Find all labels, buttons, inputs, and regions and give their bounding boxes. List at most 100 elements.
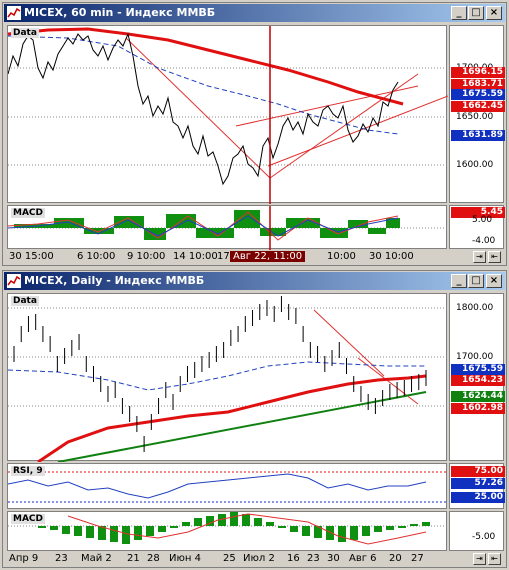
maximize-button[interactable]: □ <box>468 6 484 20</box>
macd-plot <box>8 206 448 250</box>
rsi-tag: 57.26 <box>451 478 505 489</box>
y-label: 1800.00 <box>456 303 494 313</box>
scroll-end-button[interactable]: ⇥ <box>473 553 486 565</box>
x-label: Июл 2 <box>243 553 275 564</box>
title-bar[interactable]: MICEX, 60 min - Индекс ММВБ _ □ × <box>4 4 505 22</box>
price-tag: 1662.45 <box>451 101 505 112</box>
price-panel-label: Data <box>11 28 39 38</box>
price-tag: 1602.98 <box>451 403 505 414</box>
rsi-axis: 75.00 57.26 25.00 <box>449 463 505 509</box>
macd-bar <box>338 526 346 542</box>
price-tag: 1683.71 <box>451 79 505 90</box>
x-label: 10:00 <box>327 251 356 262</box>
chart-window-daily[interactable]: MICEX, Daily - Индекс ММВБ _ □ × <box>2 270 507 568</box>
macd-bar <box>314 526 322 538</box>
maximize-button[interactable]: □ <box>468 274 484 288</box>
time-axis: Апр 9 23 Май 2 21 28 Июн 4 25 Июл 2 16 2… <box>7 553 447 566</box>
macd-bar <box>134 526 142 540</box>
scroll-fit-button[interactable]: ⇤ <box>488 553 501 565</box>
macd-bar <box>182 522 190 526</box>
x-label: Апр 9 <box>9 553 39 564</box>
x-label: 28 <box>147 553 160 564</box>
macd-bar <box>218 514 226 526</box>
x-label: 30 15:00 <box>9 251 54 262</box>
x-label: 23 <box>55 553 68 564</box>
macd-bar <box>386 526 394 530</box>
x-label: 23 <box>307 553 320 564</box>
minimize-button[interactable]: _ <box>451 6 467 20</box>
macd-bar <box>62 526 70 534</box>
macd-panel-label: MACD <box>11 514 45 524</box>
macd-bar <box>110 526 118 542</box>
x-label: 16 <box>287 553 300 564</box>
macd-axis: 5.45 5.00 -4.00 <box>449 205 505 249</box>
macd-bar <box>302 526 310 536</box>
time-axis: 30 15:00 6 10:00 9 10:00 14 10:00 17 10:… <box>7 251 447 264</box>
rsi-tag: 75.00 <box>451 466 505 477</box>
rsi-panel[interactable]: RSI, 9 <box>7 463 448 509</box>
macd-bar <box>98 526 106 540</box>
macd-panel[interactable]: MACD <box>7 205 448 250</box>
y-label: -5.00 <box>472 532 496 542</box>
window-title: MICEX, Daily - Индекс ММВБ <box>24 274 205 287</box>
price-plot <box>8 26 448 204</box>
price-axis: 1800.00 1700.00 1675.59 1654.23 1624.44 … <box>449 293 505 461</box>
macd-bar <box>290 526 298 532</box>
price-tag: 1675.59 <box>451 89 505 100</box>
x-label: 30 10:00 <box>369 251 414 262</box>
macd-bar <box>350 526 358 540</box>
macd-bar <box>278 526 286 528</box>
close-button[interactable]: × <box>486 274 502 288</box>
macd-bar <box>422 522 430 526</box>
window-title: MICEX, 60 min - Индекс ММВБ <box>24 6 216 19</box>
scroll-fit-button[interactable]: ⇤ <box>488 251 501 263</box>
close-button[interactable]: × <box>486 6 502 20</box>
macd-bar <box>74 526 82 536</box>
macd-bar <box>230 512 238 526</box>
macd-axis: -5.00 <box>449 511 504 551</box>
price-tag: 1696.15 <box>451 67 505 78</box>
price-tag: 1624.44 <box>451 391 505 402</box>
x-label: Июн 4 <box>169 553 201 564</box>
macd-panel-label: MACD <box>11 208 45 218</box>
chart-window-60min[interactable]: MICEX, 60 min - Индекс ММВБ _ □ × <box>2 2 507 266</box>
minimize-button[interactable]: _ <box>451 274 467 288</box>
y-label: 1600.00 <box>456 160 494 170</box>
macd-bar <box>206 516 214 526</box>
price-panel-label: Data <box>11 296 39 306</box>
price-tag: 1631.89 <box>451 130 505 141</box>
scroll-end-button[interactable]: ⇥ <box>473 251 486 263</box>
macd-tag: 5.45 <box>451 207 505 218</box>
x-label: 20 <box>389 553 402 564</box>
x-label: 6 10:00 <box>77 251 116 262</box>
macd-bar <box>38 526 46 528</box>
price-tag: 1675.59 <box>451 364 505 375</box>
rsi-panel-label: RSI, 9 <box>11 466 45 476</box>
macd-bar <box>146 526 154 536</box>
macd-bar <box>170 526 178 528</box>
rsi-plot <box>8 471 448 503</box>
macd-bar <box>50 526 58 530</box>
x-label: 27 <box>411 553 424 564</box>
rsi-tag: 25.00 <box>451 492 505 503</box>
price-panel[interactable]: Data <box>7 293 448 462</box>
macd-bar <box>266 522 274 526</box>
macd-bar <box>254 518 262 526</box>
macd-bar <box>122 526 130 544</box>
price-panel[interactable]: Data <box>7 25 448 204</box>
x-label: 9 10:00 <box>127 251 166 262</box>
x-label: 25 <box>223 553 236 564</box>
x-label: Авг 6 <box>349 553 377 564</box>
macd-plot <box>8 512 448 545</box>
macd-panel[interactable]: MACD <box>7 511 448 551</box>
macd-bar <box>410 524 418 526</box>
y-label: 5.00 <box>472 215 493 225</box>
x-label: 21 <box>127 553 140 564</box>
x-label: Май 2 <box>81 553 112 564</box>
y-label: 1700.00 <box>456 352 494 362</box>
chart-icon <box>7 6 21 20</box>
x-label: 30 <box>327 553 340 564</box>
cursor-time-label: Авг 22, 11:00 <box>230 251 306 262</box>
macd-bar <box>374 526 382 532</box>
title-bar[interactable]: MICEX, Daily - Индекс ММВБ _ □ × <box>4 272 505 290</box>
